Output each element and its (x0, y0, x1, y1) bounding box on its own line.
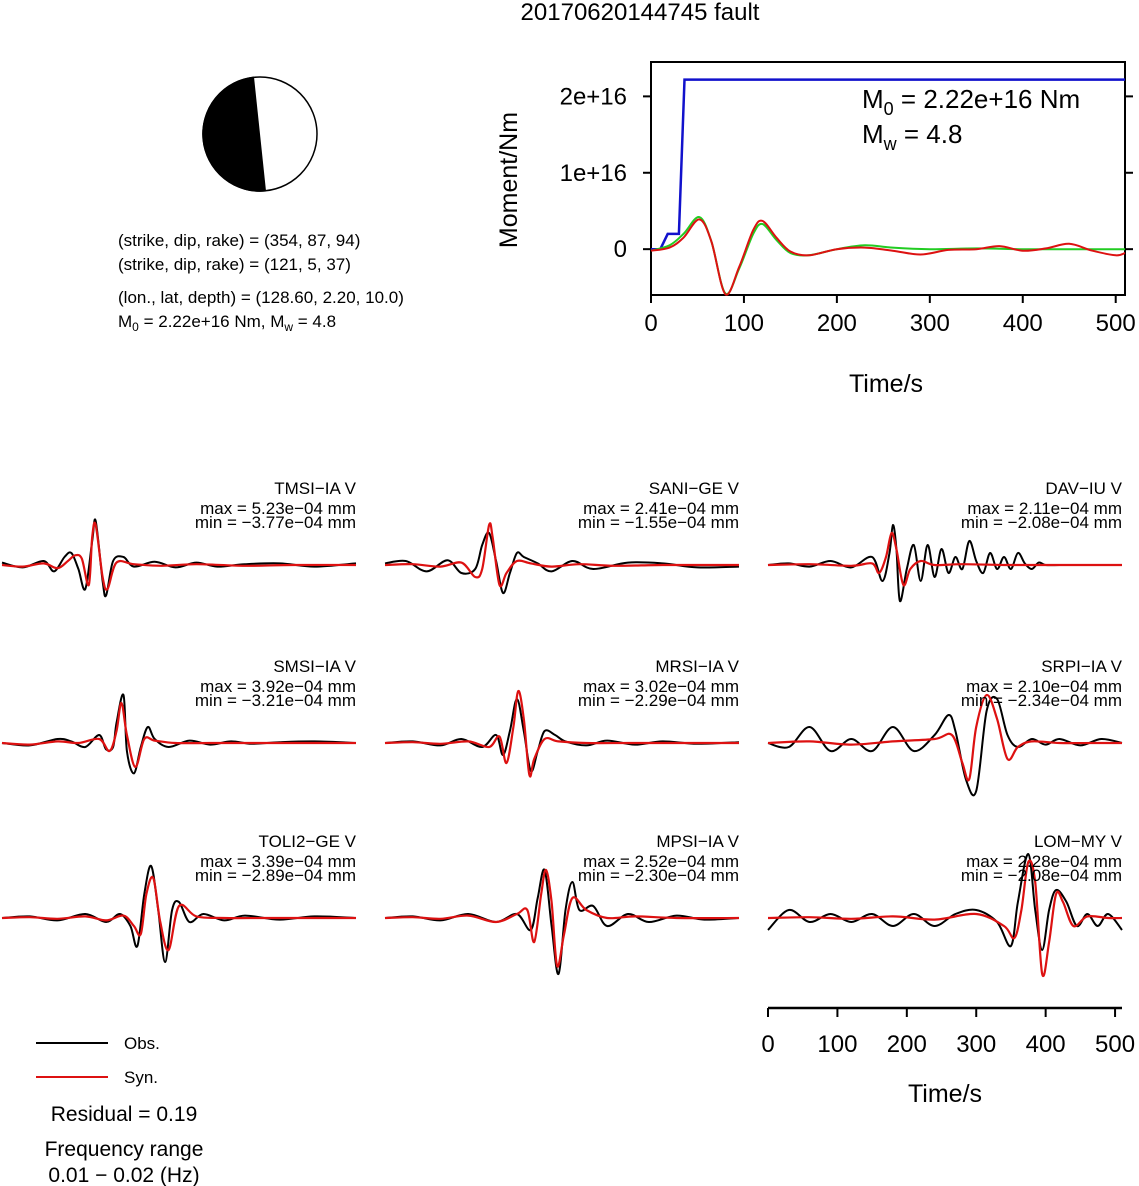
moment-x-tick-label-4: 400 (1003, 310, 1043, 337)
moment-x-tick-label-0: 0 (644, 310, 657, 337)
observed-trace (384, 868, 740, 976)
observed-trace (767, 523, 1122, 603)
moment-x-tick-label-3: 300 (910, 310, 950, 337)
moment-y-tick-label-0: 0 (614, 236, 627, 263)
frequency-range-value: 0.01 − 0.02 (Hz) (48, 1164, 199, 1186)
station-min-amplitude: min = −2.30e−04 mm (578, 866, 739, 885)
waveform-time-axis: 0 100 200 300 400 500 (761, 1006, 1135, 1058)
legend-obs-label: Obs. (124, 1034, 160, 1053)
synthetic-trace (767, 531, 1122, 587)
moment-series (650, 78, 1126, 296)
mechanism-line-2: (strike, dip, rake) = (121, 5, 37) (118, 255, 351, 274)
station-max-amplitude: max = 3.02e−04 mm (583, 677, 739, 696)
station-name: MRSI−IA V (655, 657, 739, 676)
synthetic-trace (1, 875, 356, 952)
focal-mechanism-beachball (202, 76, 318, 192)
waveform-x-tick-label-4: 400 (1026, 1031, 1066, 1058)
synthetic-trace (1, 521, 357, 591)
beachball-compressional-quadrant (202, 77, 266, 192)
figure-title: 20170620144745 fault (521, 0, 760, 26)
station-name: TOLI2−GE V (259, 832, 357, 851)
mechanism-info: (strike, dip, rake) = (354, 87, 94) (str… (118, 231, 404, 334)
station-max-amplitude: max = 2.10e−04 mm (966, 677, 1122, 696)
station-max-amplitude: max = 2.28e−04 mm (966, 852, 1122, 871)
station-min-amplitude: min = −3.21e−04 mm (195, 691, 356, 710)
moment-series-red-line (650, 218, 1126, 296)
observed-trace (1, 693, 357, 775)
moment-x-axis-label: Time/s (849, 370, 923, 398)
station-max-amplitude: max = 2.52e−04 mm (583, 852, 739, 871)
station-max-amplitude: max = 2.11e−04 mm (967, 499, 1122, 518)
station-min-amplitude: min = −2.08e−04 mm (961, 866, 1122, 885)
moment-series-green-line (650, 216, 1125, 296)
observed-trace (1, 518, 357, 598)
station-min-amplitude: min = −2.89e−04 mm (195, 866, 356, 885)
station-name: SMSI−IA V (273, 657, 356, 676)
moment-mw-annotation: Mw = 4.8 (862, 119, 962, 154)
moment-x-tick-label-1: 100 (724, 310, 764, 337)
residual-label: Residual = 0.19 (51, 1103, 198, 1126)
moment-y-axis-label: Moment/Nm (495, 112, 523, 248)
station-name: SANI−GE V (649, 479, 740, 498)
moment-m0-annotation: M0 = 2.22e+16 Nm (862, 84, 1080, 119)
synthetic-trace (1, 701, 356, 769)
synthetic-trace (384, 522, 739, 588)
moment-y-axis: 0 1e+16 2e+16 (560, 83, 1133, 263)
frequency-range-title: Frequency range (45, 1138, 204, 1161)
station-max-amplitude: max = 3.92e−04 mm (200, 677, 356, 696)
waveform-x-tick-label-5: 500 (1095, 1031, 1135, 1058)
mechanism-line-4: M0 = 2.22e+16 Nm, Mw = 4.8 (118, 312, 336, 334)
station-name: DAV−IU V (1045, 479, 1122, 498)
station-max-amplitude: max = 5.23e−04 mm (200, 499, 356, 518)
waveform-x-tick-label-1: 100 (817, 1031, 857, 1058)
synthetic-trace (767, 859, 1123, 978)
station-max-amplitude: max = 2.41e−04 mm (583, 499, 739, 518)
moment-plot: 0 100 200 300 400 500 0 1e+16 2e+16 Time/s Mome… (495, 61, 1136, 398)
moment-plot-frame (650, 61, 1126, 296)
station-max-amplitude: max = 3.39e−04 mm (200, 852, 356, 871)
legend: Obs. Syn. Residual = 0.19 Frequency rang… (36, 1034, 203, 1186)
synthetic-trace (384, 868, 740, 968)
waveform-time-axis-label: Time/s (908, 1080, 982, 1108)
observed-trace (384, 531, 740, 595)
synthetic-trace (384, 689, 739, 778)
station-name: SRPI−IA V (1041, 657, 1122, 676)
station-min-amplitude: min = −1.55e−04 mm (578, 513, 739, 532)
station-name: LOM−MY V (1034, 832, 1123, 851)
moment-x-axis: 0 100 200 300 400 500 (644, 295, 1136, 337)
station-min-amplitude: min = −2.08e−04 mm (961, 513, 1122, 532)
moment-x-tick-label-2: 200 (817, 310, 857, 337)
station-name: TMSI−IA V (274, 479, 356, 498)
moment-y-tick-label-1: 1e+16 (560, 160, 627, 187)
station-name: MPSI−IA V (656, 832, 739, 851)
station-min-amplitude: min = −2.34e−04 mm (961, 691, 1122, 710)
waveform-x-tick-label-0: 0 (761, 1031, 774, 1058)
moment-y-tick-label-2: 2e+16 (560, 83, 627, 110)
observed-trace (767, 696, 1123, 797)
station-min-amplitude: min = −2.29e−04 mm (578, 691, 739, 710)
mechanism-line-1: (strike, dip, rake) = (354, 87, 94) (118, 231, 360, 250)
legend-syn-label: Syn. (124, 1068, 158, 1087)
mechanism-line-3: (lon., lat, depth) = (128.60, 2.20, 10.0… (118, 288, 404, 307)
waveform-x-tick-label-2: 200 (887, 1031, 927, 1058)
waveform-x-tick-label-3: 300 (956, 1031, 996, 1058)
station-min-amplitude: min = −3.77e−04 mm (195, 513, 356, 532)
moment-x-tick-label-5: 500 (1096, 310, 1136, 337)
synthetic-trace (767, 693, 1122, 782)
